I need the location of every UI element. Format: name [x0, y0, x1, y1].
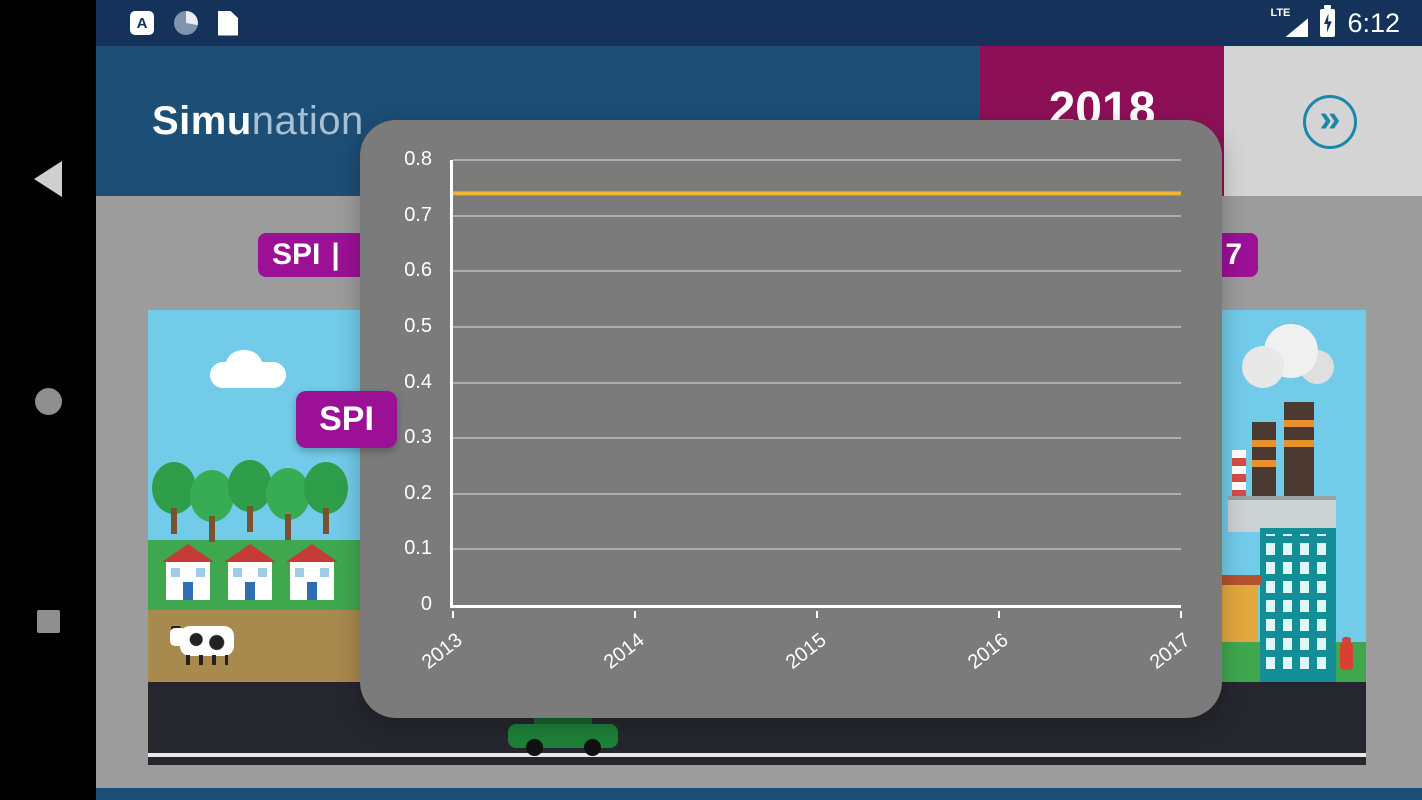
spi-indicator-label: SPI: [272, 238, 321, 271]
sync-loader-icon: [174, 11, 198, 35]
battery-icon: [1320, 5, 1336, 37]
scene-hydrant: [1340, 637, 1353, 670]
status-bar-left-icons: A: [130, 0, 238, 46]
scene-road-line: [148, 753, 1366, 757]
scene-tree: [152, 462, 196, 534]
chart-xlabels: 2013 2014 2015 2016 2017: [418, 611, 1195, 701]
network-status: LTE: [1270, 7, 1309, 39]
scene-yellow-house: [1217, 575, 1261, 642]
status-bar-right-icons: LTE 6:12: [1270, 0, 1400, 46]
next-year-button[interactable]: »: [1303, 95, 1357, 149]
signal-icon: [1285, 18, 1309, 37]
charging-bolt-icon: [1324, 13, 1332, 33]
app-title-light: nation: [251, 99, 364, 143]
chart-ylabels: 0 0.1 0.2 0.3 0.4 0.5 0.6 0.7 0.8: [404, 148, 432, 615]
car-wheel-icon: [526, 739, 543, 756]
chart-modal[interactable]: 0 0.1 0.2 0.3 0.4 0.5 0.6 0.7 0.8 2013 2014 2015 20…: [360, 120, 1222, 718]
scene-chimney: [1252, 422, 1276, 500]
network-type-label: LTE: [1270, 7, 1291, 19]
spi-indicator-badge[interactable]: SPI |: [258, 233, 370, 277]
scene-tree: [266, 468, 310, 540]
android-nav-bar: [0, 0, 96, 800]
back-button[interactable]: [0, 144, 96, 214]
app-title: Simunation: [152, 46, 364, 196]
scene-smoke: [1242, 346, 1284, 388]
double-chevron-right-icon: »: [1319, 98, 1341, 140]
bottom-bar: [96, 788, 1422, 800]
scene-tree: [228, 460, 272, 532]
scene-house: [224, 544, 276, 600]
chart-plot: [450, 159, 1181, 608]
scene-factory: [1228, 496, 1336, 532]
clock: 6:12: [1347, 7, 1400, 38]
scene-striped-stack: [1232, 450, 1246, 498]
home-button[interactable]: [0, 366, 96, 436]
a-app-icon: A: [130, 11, 154, 35]
recents-icon: [36, 609, 60, 633]
home-icon: [34, 387, 62, 415]
app-title-bold: Simu: [152, 99, 252, 143]
scene-chimney: [1284, 402, 1314, 500]
spi-indicator-divider: |: [331, 238, 340, 271]
app-header: Simunation 2018 »: [96, 46, 1422, 196]
scene-tree: [304, 462, 348, 534]
scene-tree: [190, 470, 234, 542]
sim-card-icon: [218, 10, 238, 36]
chart-series-label: SPI: [296, 391, 397, 448]
status-bar: A LTE 6:12: [96, 0, 1422, 46]
recents-button[interactable]: [0, 586, 96, 656]
back-icon: [34, 161, 62, 197]
cloud-icon: [210, 350, 286, 388]
scene-office-building: [1260, 528, 1336, 682]
scene-house: [162, 544, 214, 600]
right-value-partial: 7: [1225, 238, 1242, 271]
scene-cow: [170, 626, 234, 665]
header-right-panel: »: [1224, 46, 1422, 196]
scene-house: [286, 544, 338, 600]
